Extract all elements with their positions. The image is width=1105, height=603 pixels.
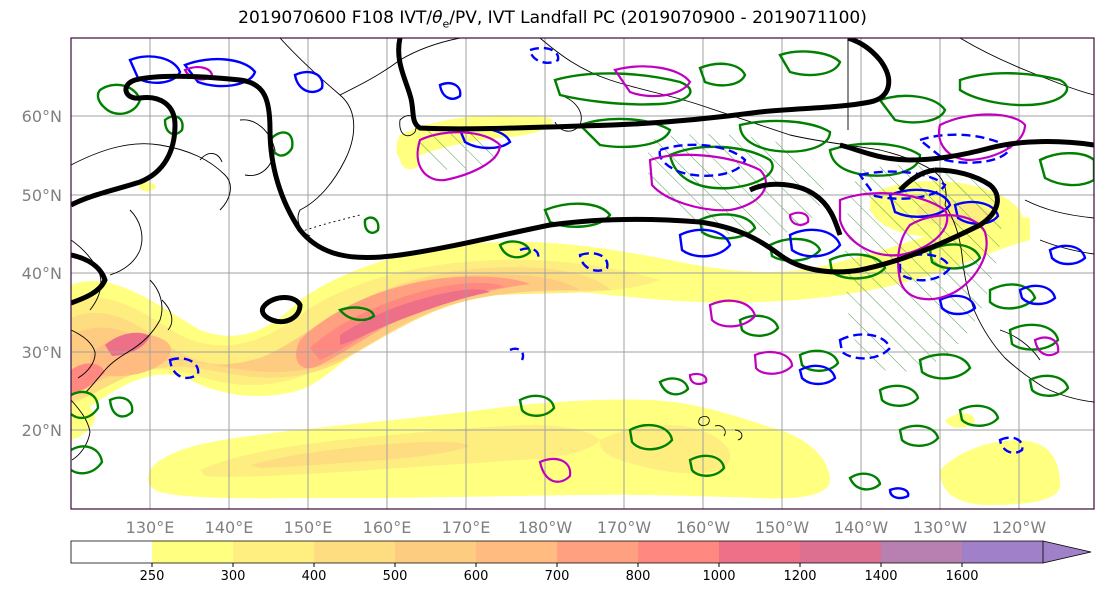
- colorbar-tick-label: 1000: [702, 569, 735, 584]
- colorbar-swatch: [233, 541, 315, 563]
- graticule: [71, 38, 1094, 509]
- lon-label: 130°E: [126, 518, 175, 537]
- colorbar-extend-arrow: [1042, 540, 1092, 564]
- lon-label: 140°E: [205, 518, 254, 537]
- colorbar-tick-label: 1600: [945, 569, 978, 584]
- lat-label: 50°N: [22, 186, 62, 205]
- colorbar-swatch: [719, 541, 801, 563]
- colorbar-tick-label: 500: [383, 569, 408, 584]
- colorbar-tick-label: 400: [302, 569, 327, 584]
- colorbar-swatch: [800, 541, 882, 563]
- blue-contours: [128, 55, 1087, 500]
- lon-label: 150°E: [284, 518, 333, 537]
- lat-label: 40°N: [22, 264, 62, 283]
- lon-label: 170°W: [597, 518, 652, 537]
- lon-label: 170°E: [442, 518, 491, 537]
- lon-label: 120°W: [992, 518, 1047, 537]
- map-title: 2019070600 F108 IVT/θe/PV, IVT Landfall …: [238, 8, 867, 31]
- colorbar-swatch: [476, 541, 558, 563]
- lon-label: 140°W: [834, 518, 889, 537]
- lon-label: 130°W: [913, 518, 968, 537]
- colorbar-tick-label: 1200: [783, 569, 816, 584]
- colorbar-swatch: [71, 541, 153, 563]
- longitude-labels: 130°E 140°E 150°E 160°E 170°E 180°W 170°…: [126, 518, 1047, 537]
- colorbar-swatch: [557, 541, 639, 563]
- lat-label: 60°N: [22, 107, 62, 126]
- lon-label: 160°W: [676, 518, 731, 537]
- map-border: [70, 37, 1095, 510]
- colorbar-swatch: [962, 541, 1044, 563]
- colorbar-tick-label: 1400: [864, 569, 897, 584]
- lon-label: 180°W: [518, 518, 573, 537]
- colorbar-swatch: [395, 541, 477, 563]
- colorbar-tick-label: 250: [140, 569, 165, 584]
- colorbar-swatch: [638, 541, 720, 563]
- colorbar-tick-label: 700: [545, 569, 570, 584]
- colorbar-tick-label: 300: [221, 569, 246, 584]
- coastlines: [71, 38, 1094, 461]
- black-contours: [71, 38, 1094, 325]
- lat-label: 20°N: [22, 421, 62, 440]
- lon-label: 150°W: [755, 518, 810, 537]
- latitude-labels: 60°N 50°N 40°N 30°N 20°N: [22, 107, 62, 440]
- colorbar-tick-label: 600: [464, 569, 489, 584]
- colorbar-swatch: [314, 541, 396, 563]
- colorbar-swatch: [881, 541, 963, 563]
- colorbar: 250 300 400 500 600 700 800 1000 1200 1400 1600: [70, 540, 1092, 584]
- lon-label: 160°E: [363, 518, 412, 537]
- colorbar-tick-label: 800: [626, 569, 651, 584]
- colorbar-swatch: [152, 541, 234, 563]
- lat-label: 30°N: [22, 343, 62, 362]
